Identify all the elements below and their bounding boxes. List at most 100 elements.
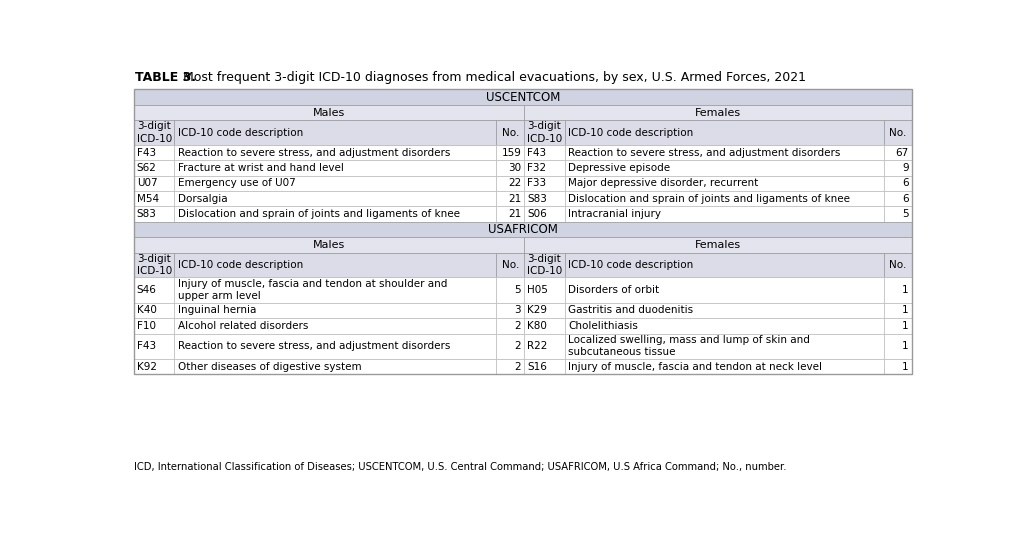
Text: 1: 1: [901, 362, 908, 372]
Text: 21: 21: [507, 194, 521, 204]
Bar: [133, 253, 174, 278]
Text: USAFRICOM: USAFRICOM: [487, 223, 557, 236]
Text: 21: 21: [507, 209, 521, 219]
Text: Cholelithiasis: Cholelithiasis: [568, 321, 638, 331]
Text: 3-digit
ICD-10: 3-digit ICD-10: [527, 122, 562, 144]
Text: 9: 9: [901, 163, 908, 173]
Bar: [133, 359, 174, 374]
Text: 2: 2: [514, 341, 521, 351]
Text: 3: 3: [514, 306, 521, 315]
Bar: [883, 303, 911, 318]
Bar: [174, 160, 496, 176]
Bar: [524, 237, 911, 253]
Bar: [565, 191, 883, 206]
Text: Other diseases of digestive system: Other diseases of digestive system: [177, 362, 361, 372]
Text: 30: 30: [507, 163, 521, 173]
Bar: [133, 222, 911, 237]
Bar: [496, 191, 524, 206]
Text: 22: 22: [507, 178, 521, 188]
Text: 2: 2: [514, 362, 521, 372]
Text: Fracture at wrist and hand level: Fracture at wrist and hand level: [177, 163, 343, 173]
Text: Inguinal hernia: Inguinal hernia: [177, 306, 256, 315]
Bar: [174, 206, 496, 222]
Bar: [174, 278, 496, 303]
Text: S16: S16: [527, 362, 547, 372]
Bar: [133, 191, 174, 206]
Text: Intracranial injury: Intracranial injury: [568, 209, 661, 219]
Bar: [174, 359, 496, 374]
Bar: [524, 105, 911, 120]
Bar: [133, 120, 174, 145]
Text: S06: S06: [527, 209, 546, 219]
Bar: [133, 90, 911, 374]
Bar: [133, 318, 174, 334]
Text: 1: 1: [901, 321, 908, 331]
Bar: [174, 318, 496, 334]
Text: 3-digit
ICD-10: 3-digit ICD-10: [137, 254, 172, 276]
Text: Dislocation and sprain of joints and ligaments of knee: Dislocation and sprain of joints and lig…: [177, 209, 460, 219]
Text: ICD-10 code description: ICD-10 code description: [177, 260, 303, 270]
Bar: [883, 145, 911, 160]
Text: ICD, International Classification of Diseases; USCENTCOM, U.S. Central Command; : ICD, International Classification of Dis…: [133, 462, 786, 472]
Text: F43: F43: [137, 147, 156, 158]
Text: Females: Females: [694, 240, 741, 250]
Bar: [496, 176, 524, 191]
Bar: [524, 191, 565, 206]
Text: K92: K92: [137, 362, 157, 372]
Bar: [133, 90, 911, 105]
Bar: [883, 278, 911, 303]
Bar: [565, 334, 883, 359]
Text: 1: 1: [901, 285, 908, 295]
Text: Reaction to severe stress, and adjustment disorders: Reaction to severe stress, and adjustmen…: [177, 147, 449, 158]
Text: 6: 6: [901, 178, 908, 188]
Bar: [496, 359, 524, 374]
Bar: [565, 303, 883, 318]
Text: Most frequent 3-digit ICD-10 diagnoses from medical evacuations, by sex, U.S. Ar: Most frequent 3-digit ICD-10 diagnoses f…: [178, 71, 805, 84]
Text: Localized swelling, mass and lump of skin and
subcutaneous tissue: Localized swelling, mass and lump of ski…: [568, 335, 809, 357]
Bar: [133, 303, 174, 318]
Bar: [524, 278, 565, 303]
Bar: [565, 145, 883, 160]
Bar: [565, 176, 883, 191]
Text: F33: F33: [527, 178, 546, 188]
Bar: [496, 160, 524, 176]
Text: Alcohol related disorders: Alcohol related disorders: [177, 321, 308, 331]
Bar: [133, 334, 174, 359]
Text: 3-digit
ICD-10: 3-digit ICD-10: [137, 122, 172, 144]
Text: 5: 5: [901, 209, 908, 219]
Bar: [133, 278, 174, 303]
Bar: [524, 334, 565, 359]
Text: USCENTCOM: USCENTCOM: [485, 91, 559, 104]
Bar: [565, 359, 883, 374]
Text: 1: 1: [901, 306, 908, 315]
Text: Reaction to severe stress, and adjustment disorders: Reaction to severe stress, and adjustmen…: [568, 147, 840, 158]
Text: No.: No.: [889, 127, 906, 138]
Text: Males: Males: [313, 107, 344, 118]
Bar: [565, 160, 883, 176]
Bar: [524, 303, 565, 318]
Bar: [524, 160, 565, 176]
Text: No.: No.: [501, 127, 519, 138]
Text: Dislocation and sprain of joints and ligaments of knee: Dislocation and sprain of joints and lig…: [568, 194, 850, 204]
Text: S83: S83: [137, 209, 157, 219]
Bar: [565, 120, 883, 145]
Text: Males: Males: [313, 240, 344, 250]
Text: 5: 5: [514, 285, 521, 295]
Bar: [133, 105, 524, 120]
Text: Dorsalgia: Dorsalgia: [177, 194, 227, 204]
Bar: [496, 334, 524, 359]
Bar: [174, 176, 496, 191]
Text: Disorders of orbit: Disorders of orbit: [568, 285, 659, 295]
Text: TABLE 3.: TABLE 3.: [136, 71, 196, 84]
Bar: [883, 191, 911, 206]
Bar: [496, 145, 524, 160]
Bar: [883, 359, 911, 374]
Bar: [496, 278, 524, 303]
Bar: [496, 318, 524, 334]
Bar: [883, 160, 911, 176]
Text: ICD-10 code description: ICD-10 code description: [568, 260, 693, 270]
Bar: [565, 278, 883, 303]
Text: S62: S62: [137, 163, 157, 173]
Bar: [524, 206, 565, 222]
Bar: [524, 145, 565, 160]
